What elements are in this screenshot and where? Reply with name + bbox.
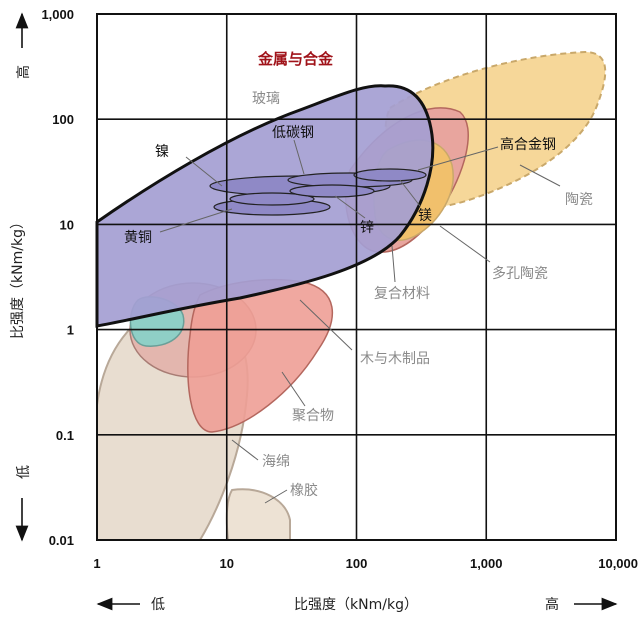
x-tick-labels: 1 10 100 1,000 10,000 — [93, 556, 638, 571]
label-high-alloy-steel: 高合金钢 — [500, 136, 556, 153]
magnesium-region — [289, 184, 375, 198]
zinc-region — [229, 192, 315, 206]
label-foam: 海绵 — [262, 453, 290, 470]
label-porous-ceramics: 多孔陶瓷 — [492, 265, 548, 282]
x-low-label: 低 — [151, 597, 165, 613]
y-tick-label: 1 — [67, 323, 74, 338]
y-high-label: 高 — [15, 65, 32, 79]
y-tick-label: 100 — [52, 112, 74, 127]
label-ceramics: 陶瓷 — [565, 192, 593, 208]
label-rubber: 橡胶 — [290, 482, 318, 499]
y-tick-labels: 0.01 0.1 1 10 100 1,000 — [41, 7, 74, 548]
x-tick-label: 1,000 — [470, 556, 503, 571]
label-nickel: 镍 — [155, 144, 169, 160]
label-glass: 玻璃 — [252, 90, 280, 107]
x-high-label: 高 — [545, 596, 559, 613]
rubber-region — [225, 488, 291, 541]
label-zinc: 锌 — [360, 220, 374, 236]
label-wood: 木与木制品 — [360, 351, 430, 367]
y-low-label: 低 — [16, 465, 32, 479]
label-brass: 黄铜 — [124, 229, 152, 246]
y-tick-label: 0.01 — [49, 533, 74, 548]
x-tick-label: 10,000 — [598, 556, 638, 571]
leader-lines — [159, 139, 561, 504]
label-metals: 金属与合金 — [257, 50, 334, 68]
label-magnesium: 镁 — [418, 208, 432, 224]
y-tick-label: 0.1 — [56, 428, 74, 443]
axis-arrows — [15, 12, 618, 611]
y-tick-label: 10 — [60, 217, 74, 232]
label-polymers: 聚合物 — [292, 408, 334, 424]
label-low-carbon-steel: 低碳钢 — [272, 125, 314, 141]
y-tick-label: 1,000 — [41, 7, 74, 22]
x-tick-label: 1 — [93, 556, 100, 571]
label-composites: 复合材料 — [374, 285, 430, 302]
plot-frame — [96, 13, 617, 541]
x-tick-label: 100 — [346, 556, 368, 571]
x-axis-title: 比强度（kNm/kg） — [294, 597, 418, 613]
x-tick-label: 10 — [220, 556, 234, 571]
high-alloy-steel-region — [353, 168, 427, 182]
y-axis-title: 比强度（kNm/kg） — [10, 215, 26, 339]
